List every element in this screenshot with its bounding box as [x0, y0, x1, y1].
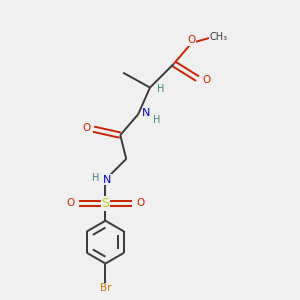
Text: H: H — [153, 115, 160, 125]
Text: Br: Br — [100, 283, 111, 293]
Text: N: N — [103, 175, 111, 185]
Text: H: H — [157, 84, 164, 94]
Text: O: O — [82, 123, 90, 133]
Text: O: O — [66, 199, 74, 208]
Text: N: N — [142, 108, 151, 118]
Text: CH₃: CH₃ — [209, 32, 227, 42]
Text: O: O — [188, 35, 196, 45]
Text: H: H — [92, 173, 100, 183]
Text: S: S — [101, 197, 110, 210]
Text: O: O — [202, 75, 211, 85]
Text: O: O — [136, 199, 145, 208]
